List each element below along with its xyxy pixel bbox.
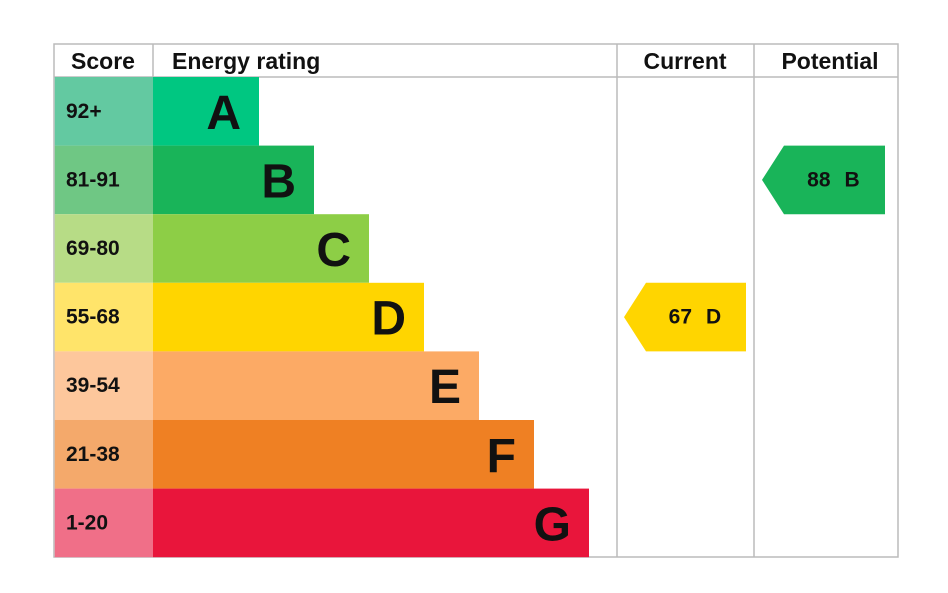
score-cell [54, 214, 154, 283]
rating-letter: E [429, 361, 461, 414]
potential-score: 88 [807, 168, 831, 191]
score-label: 69-80 [66, 237, 120, 260]
rating-letter: A [206, 87, 241, 140]
rating-bar [153, 77, 259, 146]
score-cell [54, 420, 154, 489]
header-score: Score [71, 48, 135, 74]
score-label: 21-38 [66, 443, 120, 466]
score-cell [54, 282, 154, 352]
header-potential: Potential [781, 48, 878, 74]
score-cell [54, 77, 154, 146]
rating-bar [153, 282, 424, 352]
current-arrow [624, 282, 746, 352]
rating-letter: F [487, 430, 516, 483]
rating-bar [153, 145, 314, 215]
potential-arrow [762, 145, 885, 215]
score-label: 92+ [66, 100, 102, 123]
rating-letter: B [261, 155, 296, 208]
score-cell [54, 351, 154, 420]
rating-letter: C [316, 224, 351, 277]
rating-bar [153, 420, 534, 489]
potential-rating: B [845, 168, 860, 191]
score-label: 39-54 [66, 374, 120, 397]
rating-bar [153, 351, 479, 420]
rating-bar [153, 214, 369, 283]
current-score: 67 [669, 306, 692, 329]
score-cell [54, 145, 154, 215]
header-current: Current [643, 48, 726, 74]
score-cell [54, 488, 154, 558]
header-rating: Energy rating [172, 48, 320, 74]
score-label: 81-91 [66, 168, 120, 191]
rating-letter: G [534, 498, 571, 551]
rating-bar [153, 488, 589, 558]
current-rating: D [706, 306, 721, 329]
rating-letter: D [371, 293, 406, 346]
score-label: 55-68 [66, 306, 120, 329]
score-label: 1-20 [66, 511, 108, 534]
